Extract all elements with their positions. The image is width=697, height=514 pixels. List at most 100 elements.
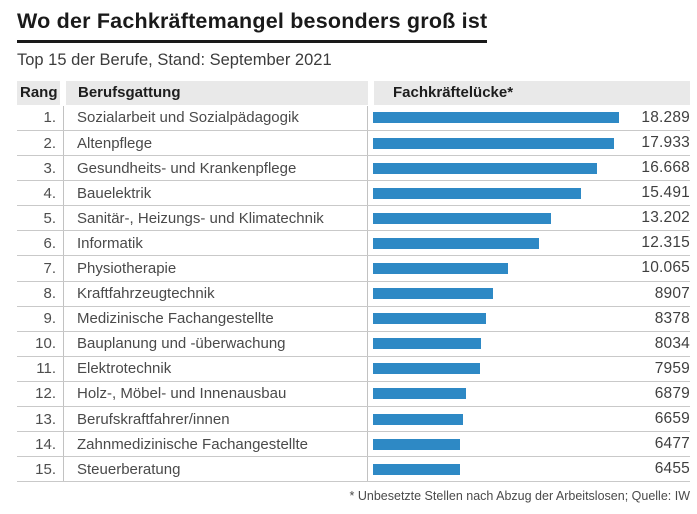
value-label: 6879: [654, 384, 690, 402]
table-row: 9. Medizinische Fachangestellte 8378: [17, 306, 690, 332]
bar: [373, 237, 539, 249]
value-label: 8034: [654, 334, 690, 352]
bar-cell: 15.491: [368, 181, 690, 205]
bar-cell: 18.289: [368, 106, 690, 130]
bar-cell: 7959: [368, 357, 690, 381]
table-row: 12. Holz-, Möbel- und Innenausbau 6879: [17, 381, 690, 407]
table-row: 6. Informatik 12.315: [17, 231, 690, 257]
profession-cell: Steuerberatung: [64, 457, 368, 482]
bar-track: [373, 112, 619, 124]
table-body: 1. Sozialarbeit und Sozialpädagogik 18.289…: [17, 105, 690, 483]
bar: [373, 137, 615, 149]
column-header-rank: Rang: [17, 80, 60, 105]
table-row: 4. Bauelektrik 15.491: [17, 181, 690, 207]
bar-cell: 8907: [368, 282, 690, 306]
bar-track: [373, 288, 619, 300]
profession-cell: Altenpflege: [64, 130, 368, 156]
bar-track: [373, 463, 619, 475]
value-label: 18.289: [641, 108, 690, 126]
table-row: 13. Berufskraftfahrer/innen 6659: [17, 406, 690, 433]
profession-cell: Bauelektrik: [64, 181, 368, 206]
bar-track: [373, 338, 619, 350]
bar-cell: 17.933: [368, 131, 690, 155]
table-row: 15. Steuerberatung 6455: [17, 457, 690, 483]
bar: [373, 212, 551, 224]
value-label: 6455: [654, 460, 690, 478]
rank-cell: 5.: [17, 206, 64, 231]
bar-track: [373, 237, 619, 249]
bar: [373, 187, 582, 199]
value-label: 13.202: [641, 209, 690, 227]
profession-cell: Sanitär-, Heizungs- und Klimatechnik: [64, 206, 368, 231]
bar-cell: 6455: [368, 457, 690, 481]
rank-cell: 15.: [17, 457, 64, 482]
rank-cell: 9.: [17, 306, 64, 331]
bar: [373, 262, 509, 274]
rank-cell: 1.: [17, 105, 64, 130]
bar-cell: 6659: [368, 407, 690, 431]
bar-track: [373, 162, 619, 174]
bar-track: [373, 187, 619, 199]
value-label: 15.491: [641, 184, 690, 202]
table-row: 3. Gesundheits- und Krankenpflege 16.668: [17, 156, 690, 182]
bar-track: [373, 313, 619, 325]
profession-cell: Bauplanung und -überwachung: [64, 331, 368, 356]
value-label: 6659: [654, 410, 690, 428]
value-label: 16.668: [641, 159, 690, 177]
table-row: 10. Bauplanung und -überwachung 8034: [17, 331, 690, 357]
bar-track: [373, 413, 619, 425]
bar: [373, 288, 493, 300]
column-header-gap: Fachkräftelücke*: [374, 80, 690, 105]
profession-cell: Physiotherapie: [64, 256, 368, 281]
table-row: 7. Physiotherapie 10.065: [17, 256, 690, 282]
bar: [373, 413, 463, 425]
profession-cell: Holz-, Möbel- und Innenausbau: [64, 381, 368, 406]
profession-cell: Gesundheits- und Krankenpflege: [64, 156, 368, 181]
rank-cell: 12.: [17, 381, 64, 406]
rank-cell: 13.: [17, 406, 64, 432]
profession-cell: Berufskraftfahrer/innen: [64, 406, 368, 432]
bar: [373, 363, 481, 375]
footnote: * Unbesetzte Stellen nach Abzug der Arbe…: [349, 489, 690, 504]
profession-cell: Sozialarbeit und Sozialpädagogik: [64, 105, 368, 130]
profession-cell: Elektrotechnik: [64, 356, 368, 381]
profession-cell: Medizinische Fachangestellte: [64, 306, 368, 331]
bar-track: [373, 438, 619, 450]
table-row: 5. Sanitär-, Heizungs- und Klimatechnik 13…: [17, 206, 690, 232]
bar-cell: 13.202: [368, 206, 690, 230]
rank-cell: 6.: [17, 231, 64, 256]
bar-cell: 10.065: [368, 256, 690, 280]
value-label: 8378: [654, 309, 690, 327]
bar-track: [373, 363, 619, 375]
rank-cell: 2.: [17, 130, 64, 156]
bar: [373, 338, 482, 350]
value-label: 17.933: [641, 134, 690, 151]
bar-cell: 8378: [368, 307, 690, 331]
bar: [373, 463, 460, 475]
table-row: 11. Elektrotechnik 7959: [17, 356, 690, 382]
bar: [373, 313, 486, 325]
table-row: 8. Kraftfahrzeugtechnik 8907: [17, 281, 690, 307]
table-header: Rang Berufsgattung Fachkräftelücke*: [17, 80, 690, 105]
subtitle: Top 15 der Berufe, Stand: September 2021: [17, 50, 332, 69]
bar: [373, 112, 619, 124]
bar-cell: 6879: [368, 382, 690, 406]
column-header-profession: Berufsgattung: [66, 80, 368, 105]
bar-cell: 8034: [368, 332, 690, 356]
rank-cell: 10.: [17, 331, 64, 356]
value-label: 7959: [654, 359, 690, 377]
bar-track: [373, 212, 619, 224]
rank-cell: 7.: [17, 256, 64, 281]
bar-track: [373, 388, 619, 400]
rank-cell: 11.: [17, 356, 64, 381]
page-title: Wo der Fachkräftemangel besonders groß i…: [17, 9, 488, 43]
bar: [373, 438, 461, 450]
bar-cell: 16.668: [368, 156, 690, 180]
profession-cell: Kraftfahrzeugtechnik: [64, 281, 368, 306]
table-row: 14. Zahnmedizinische Fachangestellte 6477: [17, 432, 690, 458]
value-label: 10.065: [641, 259, 690, 277]
bar-cell: 6477: [368, 432, 690, 456]
rank-cell: 8.: [17, 281, 64, 306]
profession-cell: Informatik: [64, 231, 368, 256]
